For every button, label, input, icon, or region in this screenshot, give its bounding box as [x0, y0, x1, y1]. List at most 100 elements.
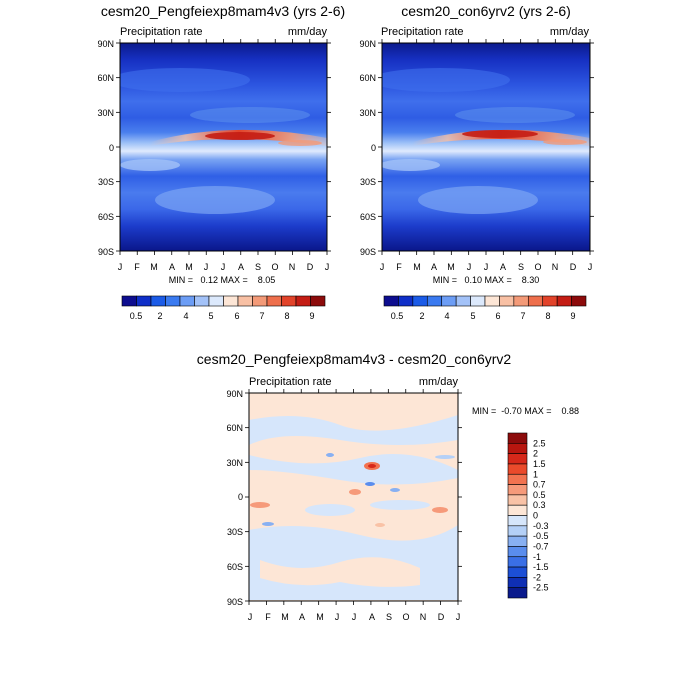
x-tick-label: J — [352, 612, 357, 622]
x-ticks: J F M A M J J A S O N D J — [380, 262, 593, 272]
colorbar-box — [507, 577, 528, 588]
y-tick-label: 60N — [226, 423, 243, 433]
colorbar-label: -0.7 — [533, 541, 549, 551]
x-tick-label: J — [221, 262, 226, 272]
colorbar-label: -2 — [533, 572, 541, 582]
x-ticks: J F M A M J J A S O N D J — [248, 612, 461, 622]
x-tick-label: S — [386, 612, 392, 622]
colorbar-label: 5 — [208, 311, 213, 321]
min-max-label: MIN = 0.10 MAX = 8.30 — [433, 275, 540, 285]
x-tick-label: M — [316, 612, 324, 622]
x-tick-label: N — [552, 262, 559, 272]
y-ticks: 90N 60N 30N 0 30S 60S 90S — [97, 39, 114, 257]
colorbar-box — [383, 295, 399, 307]
colorbar-box — [398, 295, 414, 307]
x-tick-label: M — [413, 262, 421, 272]
colorbar-box — [165, 295, 181, 307]
colorbar-label: 8 — [545, 311, 550, 321]
y-tick-label: 90S — [227, 597, 243, 607]
y-tick-label: 60S — [227, 562, 243, 572]
colorbar-box — [121, 295, 137, 307]
tick-marks — [378, 39, 594, 255]
panel-left-label: Precipitation rate — [381, 26, 464, 38]
colorbar-box — [542, 295, 558, 307]
x-tick-label: F — [265, 612, 271, 622]
x-tick-label: J — [325, 262, 330, 272]
x-tick-label: O — [271, 262, 278, 272]
colorbar-box — [507, 535, 528, 547]
y-tick-label: 30N — [226, 458, 243, 468]
colorbar-box — [507, 546, 528, 558]
x-tick-label: O — [534, 262, 541, 272]
x-tick-label: A — [369, 612, 375, 622]
colorbar: 0.5 2 4 5 6 7 8 9 — [121, 295, 326, 321]
colorbar-box — [208, 295, 224, 307]
colorbar-label: 1 — [533, 469, 538, 479]
x-tick-label: J — [484, 262, 489, 272]
min-max-label: MIN = -0.70 MAX = 0.88 — [472, 406, 579, 416]
colorbar-box — [571, 295, 587, 307]
x-tick-label: A — [169, 262, 175, 272]
panel-title: cesm20_con6yrv2 (yrs 2-6) — [401, 3, 571, 19]
colorbar-boxes — [383, 295, 587, 307]
colorbar-box — [507, 432, 528, 444]
colorbar-box — [223, 295, 239, 307]
y-tick-label: 0 — [238, 492, 243, 502]
colorbar-box — [507, 494, 528, 506]
colorbar-label: -0.5 — [533, 531, 549, 541]
colorbar-label: 0.5 — [391, 311, 404, 321]
colorbar-box — [507, 473, 528, 485]
y-tick-label: 90S — [98, 247, 114, 257]
colorbar-box — [507, 556, 528, 568]
x-tick-label: M — [185, 262, 193, 272]
x-tick-label: J — [335, 612, 340, 622]
x-tick-label: A — [431, 262, 437, 272]
panel-1: cesm20_Pengfeiexp8mam4v3 (yrs 2-6) Preci… — [97, 3, 345, 321]
x-tick-label: J — [588, 262, 593, 272]
colorbar-labels: 2.521.510.70.50.30-0.3-0.5-0.7-1-1.5-2-2… — [533, 438, 549, 592]
y-tick-label: 60N — [359, 73, 376, 83]
colorbar-label: 6 — [495, 311, 500, 321]
y-tick-label: 90N — [97, 39, 114, 49]
colorbar-box — [499, 295, 515, 307]
x-tick-label: M — [447, 262, 455, 272]
tick-marks — [116, 39, 331, 255]
colorbar-label: -1.5 — [533, 562, 549, 572]
x-tick-label: N — [289, 262, 296, 272]
x-tick-label: D — [570, 262, 577, 272]
colorbar-label: 0.5 — [533, 490, 546, 500]
colorbar-box — [513, 295, 529, 307]
x-tick-label: O — [402, 612, 409, 622]
x-tick-label: M — [150, 262, 158, 272]
x-tick-label: S — [255, 262, 261, 272]
y-ticks: 90N 60N 30N 0 30S 60S 90S — [226, 389, 243, 607]
x-tick-label: F — [396, 262, 402, 272]
colorbar-box — [310, 295, 326, 307]
y-tick-label: 0 — [371, 143, 376, 153]
panel-left-label: Precipitation rate — [120, 26, 203, 38]
colorbar-box — [412, 295, 428, 307]
colorbar-label: 2.5 — [533, 438, 546, 448]
tick-marks — [245, 389, 462, 605]
colorbar-label: 9 — [570, 311, 575, 321]
colorbar-label: 2 — [419, 311, 424, 321]
plot-area — [249, 393, 458, 601]
plot-area — [120, 43, 327, 251]
colorbar-box — [194, 295, 210, 307]
colorbar-box — [441, 295, 457, 307]
colorbar-label: 5 — [470, 311, 475, 321]
x-tick-label: M — [281, 612, 289, 622]
colorbar-box — [150, 295, 166, 307]
colorbar-labels: 0.5 2 4 5 6 7 8 9 — [130, 311, 315, 321]
y-ticks: 90N 60N 30N 0 30S 60S 90S — [359, 39, 376, 257]
colorbar-label: 2 — [157, 311, 162, 321]
colorbar-box — [281, 295, 297, 307]
colorbar-label: 7 — [259, 311, 264, 321]
x-tick-label: D — [307, 262, 314, 272]
panel-title: cesm20_Pengfeiexp8mam4v3 - cesm20_con6yr… — [197, 351, 512, 367]
colorbar-labels: 0.5 2 4 5 6 7 8 9 — [391, 311, 576, 321]
x-tick-label: J — [248, 612, 253, 622]
panel-units: mm/day — [288, 26, 328, 38]
colorbar-label: -2.5 — [533, 583, 549, 593]
